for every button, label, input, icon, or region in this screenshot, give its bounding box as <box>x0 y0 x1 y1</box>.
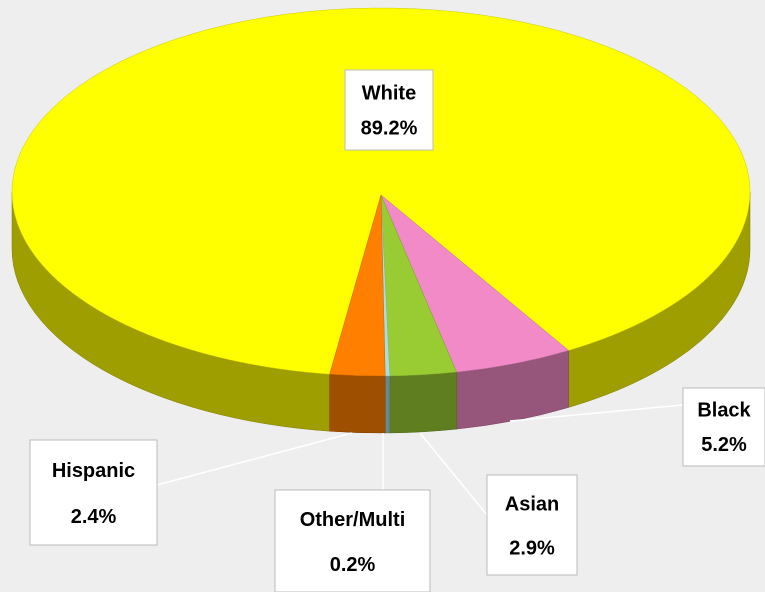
slice <box>11 7 751 375</box>
label-box <box>29 439 158 546</box>
value-label: 89.2% <box>361 117 418 139</box>
slice-side <box>329 373 386 434</box>
slice-label: Other/Multi <box>300 509 406 531</box>
slice-label: Hispanic <box>52 460 135 482</box>
value-label: 0.2% <box>330 554 376 576</box>
label-box <box>682 387 765 467</box>
slice-label: Black <box>697 400 751 422</box>
slice-side <box>389 371 457 434</box>
slice-label: White <box>362 82 416 104</box>
slice-side <box>384 375 391 434</box>
leader-line <box>156 432 353 486</box>
value-label: 2.4% <box>71 506 117 528</box>
value-label: 5.2% <box>701 434 747 456</box>
label-box <box>274 489 431 592</box>
slice-label: Asian <box>505 493 559 515</box>
label-box <box>344 69 434 151</box>
label-box <box>486 474 578 576</box>
value-label: 2.9% <box>509 537 555 559</box>
leader-line <box>509 404 684 422</box>
leader-line <box>419 432 488 516</box>
slice <box>329 194 386 377</box>
